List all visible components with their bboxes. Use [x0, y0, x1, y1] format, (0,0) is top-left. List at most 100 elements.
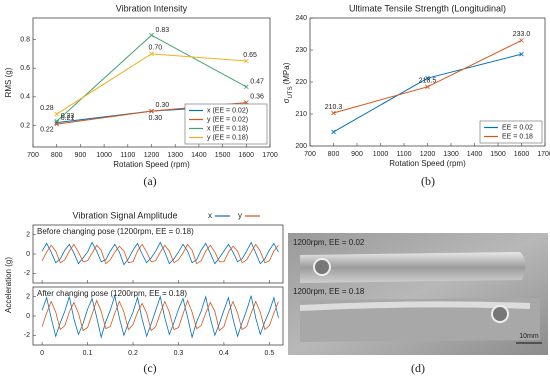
- y-tick-label: -2: [24, 332, 30, 339]
- x-tick-label: 1100: [396, 151, 411, 158]
- y-axis-label: RMS (g): [4, 67, 13, 97]
- photo-label: 1200rpm, EE = 0.18: [293, 287, 365, 296]
- data-label: 0.23: [61, 113, 75, 120]
- data-label: 0.22: [40, 126, 54, 133]
- keyhole: [313, 258, 331, 276]
- x-tick-label: 0.5: [264, 350, 274, 357]
- x-tick-label: 900: [75, 152, 87, 159]
- caption: (b): [421, 174, 435, 188]
- legend-label: x (EE = 0.02): [207, 107, 248, 114]
- series-line: [41, 299, 279, 332]
- marker: [149, 51, 154, 57]
- x-tick-label: 1700: [537, 151, 550, 158]
- subplot-annotation: Before changing pose (1200rpm, EE = 0.18…: [37, 227, 194, 236]
- photo-label: 1200rpm, EE = 0.02: [293, 238, 365, 247]
- weld-lower: [300, 298, 540, 342]
- x-tick-label: 1500: [490, 151, 506, 158]
- x-tick-label: 800: [328, 151, 340, 158]
- marker: [331, 110, 336, 116]
- y-tick-label: 0.6: [20, 65, 30, 72]
- x-tick-label: 0.1: [83, 350, 93, 357]
- data-label: 0.70: [149, 45, 163, 52]
- legend-label: EE = 0.18: [502, 133, 533, 140]
- legend-label: y (EE = 0.18): [207, 134, 248, 141]
- marker: [54, 118, 59, 124]
- y-tick-label: 230: [295, 47, 307, 54]
- x-tick-label: 900: [351, 151, 363, 158]
- legend-label: x (EE = 0.18): [207, 125, 248, 132]
- y-tick-label: 0.2: [20, 122, 30, 129]
- x-tick-label: 1200: [420, 151, 436, 158]
- y-tick-label: 2: [26, 294, 30, 301]
- x-tick-label: 1200: [144, 152, 160, 159]
- legend-label: EE = 0.02: [502, 124, 533, 131]
- keyhole: [491, 305, 509, 323]
- y-tick-label: 220: [295, 79, 307, 86]
- weld-upper: [300, 252, 526, 283]
- y-tick-label: 200: [295, 143, 307, 150]
- x-tick-label: 1700: [262, 152, 278, 159]
- series-line: [41, 243, 279, 265]
- x-tick-label: 1300: [167, 152, 183, 159]
- x-tick-label: 700: [304, 151, 316, 158]
- ylabel-unit: (MPa): [282, 62, 291, 84]
- data-label: 218.5: [419, 78, 437, 85]
- marker: [425, 75, 430, 81]
- marker: [425, 84, 430, 90]
- chart-title: Ultimate Tensile Strength (Longitudinal): [349, 3, 506, 13]
- data-label: 0.30: [149, 115, 163, 122]
- marker: [54, 111, 59, 117]
- x-tick-label: 1500: [215, 152, 231, 159]
- data-label: 0.28: [40, 105, 54, 112]
- y-tick-label: 210: [295, 111, 307, 118]
- y-tick-label: -2: [24, 270, 30, 277]
- marker: [331, 129, 336, 135]
- scale-label: 10mm: [519, 333, 539, 340]
- ylabel-symbol: σ: [282, 98, 291, 103]
- x-tick-label: 1400: [467, 151, 483, 158]
- legend-box: [479, 120, 543, 144]
- x-tick-label: 800: [51, 152, 63, 159]
- y-tick-label: 0: [26, 313, 30, 320]
- data-label: 0.65: [243, 52, 257, 59]
- series-line: [41, 241, 279, 266]
- x-tick-label: 1100: [120, 152, 135, 159]
- legend-label: x: [208, 211, 212, 220]
- marker: [149, 32, 154, 38]
- y-tick-label: 240: [295, 15, 307, 22]
- y-tick-label: 2: [26, 232, 30, 239]
- data-label: 210.3: [325, 104, 343, 111]
- x-tick-label: 1000: [96, 152, 112, 159]
- y-tick-label: 0.4: [20, 94, 30, 101]
- y-tick-label: 0: [26, 251, 30, 258]
- marker: [519, 38, 524, 43]
- legend-label: y: [238, 211, 242, 220]
- weld-seam: [299, 301, 531, 311]
- data-label: 0.36: [250, 93, 264, 100]
- x-tick-label: 0.3: [174, 350, 184, 357]
- x-tick-label: 1600: [514, 151, 530, 158]
- caption: (a): [143, 174, 156, 188]
- marker: [244, 84, 249, 90]
- marker: [519, 51, 524, 57]
- data-label: 233.0: [513, 31, 531, 38]
- data-label: 0.83: [156, 27, 170, 34]
- y-tick-label: 0.8: [20, 36, 30, 43]
- x-tick-label: 0.2: [128, 350, 138, 357]
- x-tick-label: 1600: [239, 152, 255, 159]
- legend-label: y (EE = 0.02): [207, 116, 248, 123]
- x-tick-label: 700: [27, 152, 39, 159]
- ylabel-subscript: UTS: [288, 86, 294, 98]
- x-tick-label: 1300: [443, 151, 459, 158]
- chart-title: Vibration Intensity: [116, 3, 188, 13]
- x-tick-label: 1000: [373, 151, 389, 158]
- marker: [149, 108, 154, 114]
- subplot-annotation: After changing pose (1200rpm, EE = 0.18): [37, 289, 187, 298]
- data-label: 0.47: [250, 79, 264, 86]
- data-label: 0.21: [61, 115, 75, 122]
- y-axis-label: Acceleration (g): [4, 257, 13, 313]
- photo: 1200rpm, EE = 0.02 1200rpm, EE = 0.18 10…: [288, 233, 548, 355]
- chart-title: Vibration Signal Amplitude: [73, 210, 178, 220]
- caption: (d): [411, 361, 425, 375]
